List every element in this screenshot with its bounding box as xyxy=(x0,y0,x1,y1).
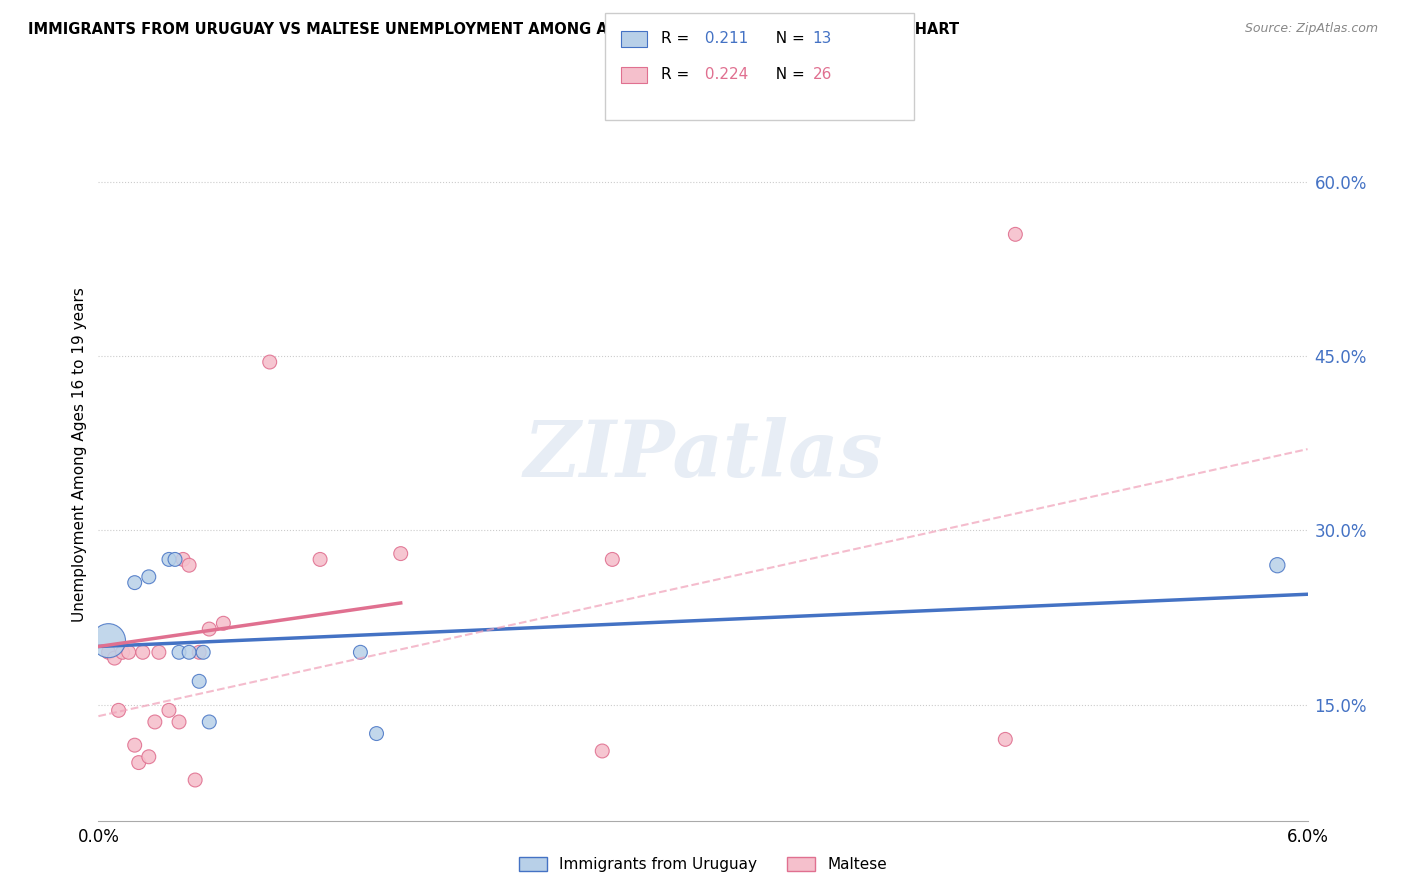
Point xyxy=(602,552,624,566)
Point xyxy=(188,674,211,689)
Point xyxy=(107,703,129,717)
Point xyxy=(157,552,180,566)
Point xyxy=(138,749,160,764)
Point xyxy=(138,570,160,584)
Point xyxy=(349,645,371,659)
Y-axis label: Unemployment Among Ages 16 to 19 years: Unemployment Among Ages 16 to 19 years xyxy=(72,287,87,623)
Point xyxy=(97,633,120,648)
Point xyxy=(103,651,125,665)
Point xyxy=(591,744,613,758)
Text: 26: 26 xyxy=(813,67,832,81)
Text: ZIPatlas: ZIPatlas xyxy=(523,417,883,493)
Text: R =: R = xyxy=(661,67,695,81)
Text: 0.224: 0.224 xyxy=(700,67,748,81)
Point xyxy=(148,645,170,659)
Point xyxy=(97,645,120,659)
Point xyxy=(994,732,1017,747)
Point xyxy=(111,645,134,659)
Point xyxy=(118,645,141,659)
Point xyxy=(179,645,201,659)
Point xyxy=(128,756,150,770)
Point xyxy=(157,703,180,717)
Point xyxy=(1267,558,1289,573)
Point xyxy=(167,714,190,729)
Point xyxy=(198,714,221,729)
Point xyxy=(143,714,166,729)
Point xyxy=(124,738,146,752)
Point xyxy=(259,355,281,369)
Point xyxy=(212,616,235,631)
Point xyxy=(124,575,146,590)
Point xyxy=(198,622,221,636)
Point xyxy=(167,645,190,659)
Text: 13: 13 xyxy=(813,31,832,45)
Text: Source: ZipAtlas.com: Source: ZipAtlas.com xyxy=(1244,22,1378,36)
Point xyxy=(179,558,201,573)
Point xyxy=(389,547,412,561)
Text: IMMIGRANTS FROM URUGUAY VS MALTESE UNEMPLOYMENT AMONG AGES 16 TO 19 YEARS CORREL: IMMIGRANTS FROM URUGUAY VS MALTESE UNEMP… xyxy=(28,22,959,37)
Text: R =: R = xyxy=(661,31,695,45)
Point xyxy=(184,772,207,787)
Point xyxy=(188,645,211,659)
Point xyxy=(132,645,155,659)
Text: N =: N = xyxy=(766,31,810,45)
Legend: Immigrants from Uruguay, Maltese: Immigrants from Uruguay, Maltese xyxy=(512,849,894,880)
Text: 0.211: 0.211 xyxy=(700,31,748,45)
Point xyxy=(366,726,388,740)
Point xyxy=(172,552,194,566)
Point xyxy=(1004,227,1026,242)
Point xyxy=(163,552,186,566)
Point xyxy=(193,645,215,659)
Text: N =: N = xyxy=(766,67,810,81)
Point xyxy=(309,552,332,566)
